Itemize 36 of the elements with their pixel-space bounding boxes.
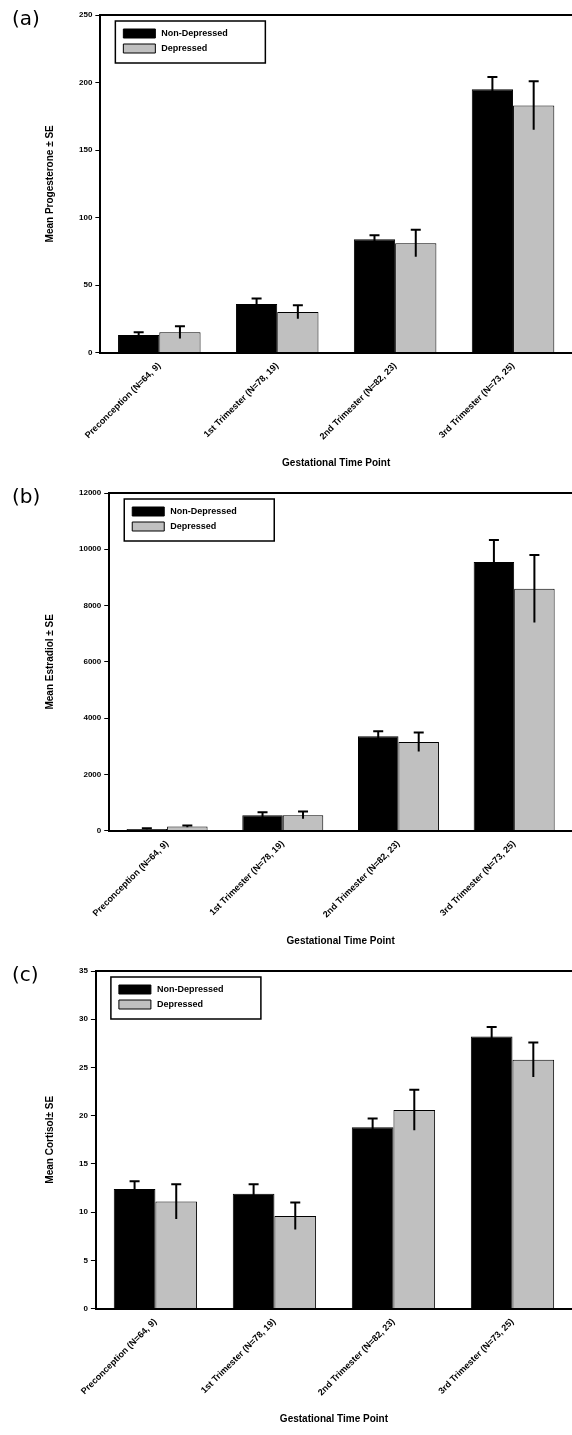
- y-tick-label: 35: [78, 966, 89, 976]
- y-tick-label: 50: [83, 280, 93, 290]
- y-axis-title: Mean Progesterone ± SE: [43, 124, 55, 243]
- x-axis-title: Gestational Time Point: [286, 934, 396, 946]
- chart-title: (a): [12, 6, 40, 31]
- y-tick-label: 8000: [83, 600, 102, 610]
- legend-label: Depressed: [170, 521, 217, 532]
- chart-title: (c): [12, 962, 39, 987]
- y-tick-label: 100: [78, 212, 93, 222]
- x-axis-title: Gestational Time Point: [282, 456, 391, 468]
- y-axis-title: Mean Cortisol± SE: [43, 1095, 55, 1184]
- y-tick-label: 25: [78, 1062, 89, 1072]
- chart-title: (b): [12, 484, 41, 509]
- y-tick-label: 5: [83, 1255, 89, 1265]
- legend-label: Depressed: [156, 999, 203, 1010]
- legend-label: Non-Depressed: [156, 984, 224, 995]
- y-tick-label: 15: [78, 1159, 89, 1169]
- y-tick-label: 0: [87, 347, 93, 357]
- y-tick-label: 0: [83, 1303, 89, 1313]
- legend-label: Depressed: [161, 43, 208, 54]
- legend-label: Non-Depressed: [161, 28, 228, 39]
- y-tick-label: 200: [78, 77, 93, 87]
- y-tick-label: 150: [78, 145, 93, 155]
- y-tick-label: 0: [96, 825, 102, 835]
- y-tick-label: 30: [78, 1014, 89, 1024]
- y-tick-label: 6000: [83, 657, 102, 667]
- y-axis-title: Mean Estradiol ± SE: [43, 613, 55, 710]
- x-axis-title: Gestational Time Point: [279, 1412, 389, 1424]
- y-tick-label: 2000: [83, 769, 102, 779]
- legend-label: Non-Depressed: [170, 506, 237, 517]
- y-tick-label: 4000: [83, 713, 102, 723]
- y-tick-label: 250: [78, 10, 93, 20]
- y-tick-label: 12000: [79, 488, 102, 498]
- y-tick-label: 10000: [79, 544, 102, 554]
- y-tick-label: 20: [78, 1110, 89, 1120]
- y-tick-label: 10: [78, 1207, 89, 1217]
